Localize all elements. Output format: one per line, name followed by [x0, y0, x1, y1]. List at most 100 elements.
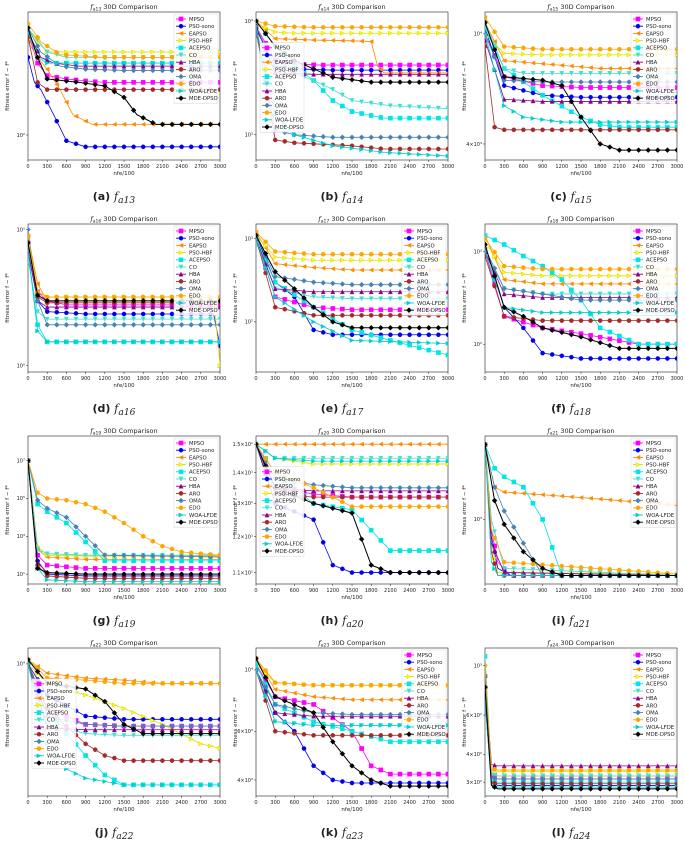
- data-point: [301, 692, 307, 698]
- data-point: [521, 307, 526, 313]
- x-tick-label: 900: [81, 164, 91, 170]
- data-point: [54, 60, 60, 66]
- data-point: [416, 151, 422, 157]
- data-point: [492, 67, 498, 73]
- data-point: [140, 144, 146, 150]
- data-point: [588, 85, 593, 90]
- data-point: [169, 121, 175, 128]
- data-point: [368, 113, 374, 118]
- data-point: [540, 61, 545, 67]
- data-point: [320, 305, 326, 311]
- data-point: [406, 484, 413, 491]
- data-point: [311, 71, 317, 77]
- data-point: [435, 79, 442, 85]
- data-point: [387, 484, 394, 491]
- data-point: [339, 750, 346, 757]
- data-point: [179, 339, 185, 345]
- legend-marker: [635, 505, 641, 511]
- data-point: [397, 494, 403, 500]
- data-point: [597, 496, 603, 502]
- data-point: [101, 321, 108, 328]
- data-point: [121, 782, 127, 788]
- data-point: [521, 114, 526, 120]
- legend-entry: EAPSO: [646, 667, 664, 673]
- data-point: [131, 304, 137, 310]
- data-point: [588, 71, 594, 76]
- data-point: [121, 49, 127, 55]
- x-tick-label: 2400: [175, 376, 188, 382]
- data-point: [301, 24, 307, 30]
- data-point: [111, 321, 118, 328]
- legend-entry: OMA: [646, 287, 659, 293]
- x-tick-label: 0: [254, 376, 257, 382]
- data-point: [272, 29, 278, 35]
- data-point: [64, 520, 69, 526]
- data-point: [160, 311, 165, 317]
- data-point: [426, 152, 432, 158]
- data-point: [207, 723, 214, 729]
- data-point: [445, 698, 448, 702]
- data-point: [28, 240, 31, 246]
- data-point: [559, 46, 565, 52]
- data-point: [616, 786, 623, 792]
- data-point: [111, 67, 118, 73]
- data-point: [82, 721, 89, 728]
- data-point: [73, 339, 79, 345]
- data-point: [635, 786, 642, 792]
- legend-marker: [635, 279, 641, 284]
- data-point: [330, 266, 336, 272]
- data-point: [82, 686, 89, 692]
- data-point: [597, 334, 603, 340]
- legend-entry: ACEPSO: [646, 470, 667, 476]
- data-point: [416, 134, 423, 141]
- data-point: [407, 71, 413, 77]
- legend-marker: [635, 462, 641, 468]
- legend-entry: WOA-LFDE: [646, 513, 675, 519]
- data-point: [645, 786, 652, 792]
- data-point: [131, 681, 136, 686]
- data-point: [178, 571, 185, 577]
- data-point: [349, 134, 355, 141]
- legend-marker: [406, 703, 412, 708]
- data-point: [416, 332, 422, 338]
- x-tick-label: 300: [270, 800, 280, 806]
- data-point: [329, 738, 336, 745]
- data-point: [549, 327, 556, 333]
- data-point: [445, 458, 448, 464]
- data-point: [549, 310, 555, 315]
- data-point: [358, 770, 365, 776]
- data-point: [330, 682, 336, 688]
- data-point: [368, 148, 374, 154]
- legend-marker: [178, 519, 184, 526]
- data-point: [349, 30, 355, 36]
- legend-entry: PSO-sono: [189, 24, 214, 30]
- data-point: [340, 103, 345, 109]
- y-tick-label: 10⁴: [245, 19, 253, 25]
- data-point: [263, 441, 268, 447]
- data-point: [378, 71, 384, 77]
- data-point: [578, 495, 584, 500]
- data-point: [617, 318, 622, 323]
- data-point: [197, 571, 204, 577]
- data-point: [272, 304, 278, 310]
- y-tick-label: 10³: [474, 517, 482, 523]
- data-point: [378, 312, 384, 318]
- x-axis-label: nfe/100: [570, 595, 592, 601]
- caption-subscript: a17: [346, 407, 364, 419]
- data-point: [539, 776, 546, 782]
- data-point: [83, 501, 88, 507]
- x-tick-label: 1200: [98, 164, 111, 170]
- legend-marker: [635, 95, 641, 102]
- data-point: [358, 711, 365, 718]
- data-point: [397, 461, 403, 467]
- data-point: [64, 87, 69, 92]
- data-point: [588, 495, 593, 501]
- data-point: [330, 67, 336, 73]
- data-point: [281, 697, 288, 704]
- data-point: [140, 571, 147, 577]
- data-point: [617, 94, 622, 100]
- legend-marker: [635, 23, 641, 29]
- data-point: [387, 441, 393, 447]
- data-point: [150, 304, 156, 310]
